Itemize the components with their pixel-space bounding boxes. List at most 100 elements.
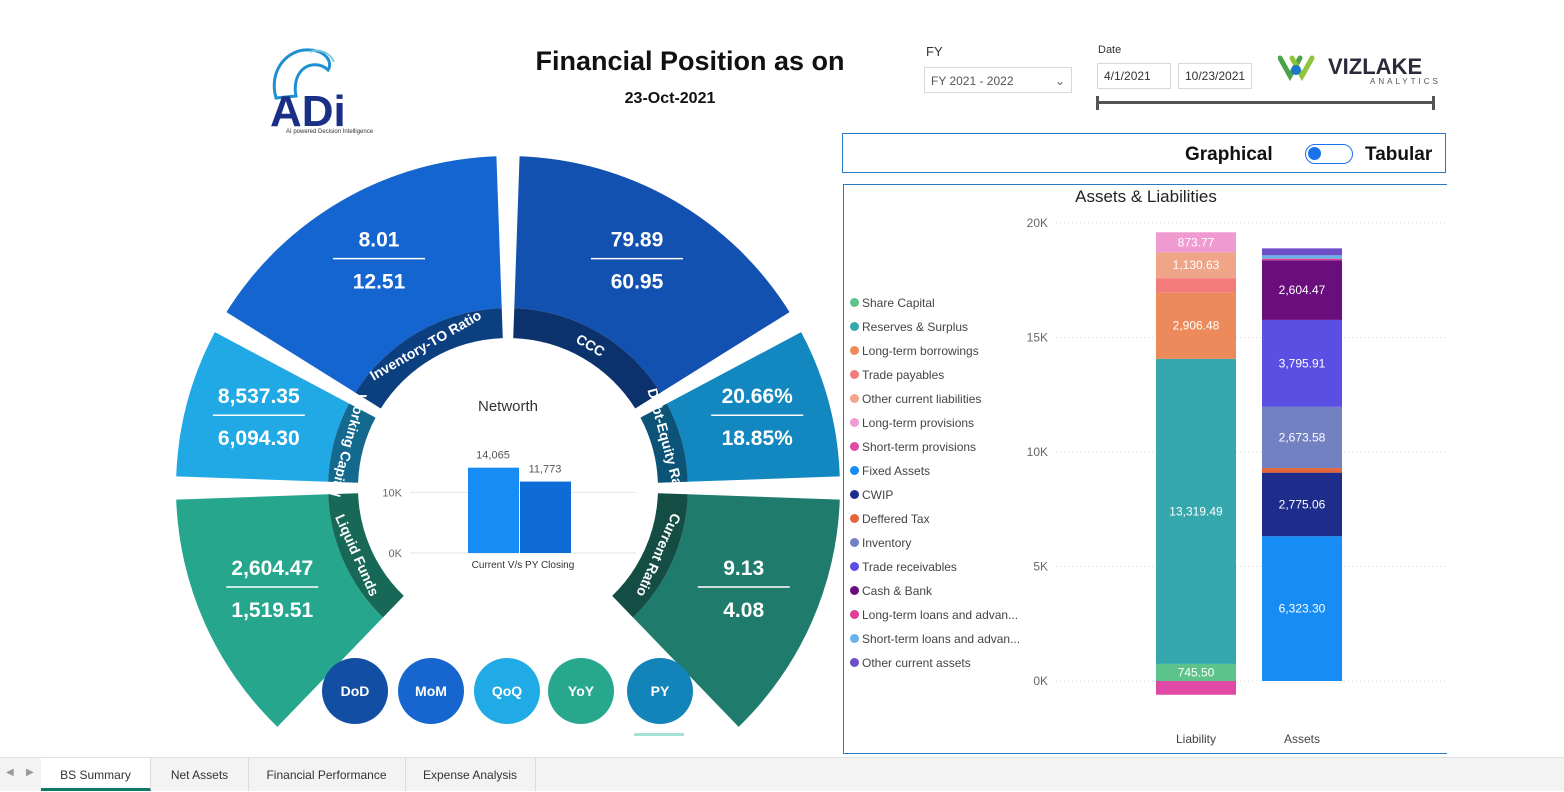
- bar-segment-assets-cwip[interactable]: [1262, 472, 1342, 537]
- y-tick-label: 15K: [1027, 331, 1048, 345]
- tab-bs-summary[interactable]: BS Summary: [41, 758, 151, 791]
- period-button-dod[interactable]: DoD: [322, 658, 388, 724]
- kpi-segment-inventory-to-ratio[interactable]: [226, 156, 502, 393]
- legend-label: Short-term loans and advan...: [862, 632, 1021, 646]
- legend-item-reserves-surplus[interactable]: Reserves & Surplus: [850, 320, 1020, 344]
- legend-marker: [850, 322, 859, 332]
- kpi-previous-value: 60.95: [611, 271, 664, 294]
- page-tabs-bar: ◀ ▶ BS Summary Net Assets Financial Perfor…: [0, 757, 1564, 791]
- period-button-mom[interactable]: MoM: [398, 658, 464, 724]
- legend-marker: [850, 538, 859, 548]
- legend-marker: [850, 298, 859, 308]
- bar-segment-assets-other-current-assets[interactable]: [1262, 248, 1342, 256]
- legend-item-long-term-loans-and-advan[interactable]: Long-term loans and advan...: [850, 608, 1020, 632]
- legend-item-trade-payables[interactable]: Trade payables: [850, 368, 1020, 392]
- kpi-previous-value: 1,519.51: [231, 599, 313, 622]
- bar-data-label: 6,323.30: [1279, 602, 1326, 616]
- networth-bar-current[interactable]: [468, 467, 519, 553]
- legend-item-other-current-liabilities[interactable]: Other current liabilities: [850, 392, 1020, 416]
- legend-item-short-term-provisions[interactable]: Short-term provisions: [850, 440, 1020, 464]
- period-button-py[interactable]: PY: [627, 658, 693, 724]
- bar-segment-liability-long-term-provisions[interactable]: [1156, 232, 1236, 253]
- networth-tick-label: 10K: [382, 487, 402, 499]
- fy-label: FY: [926, 44, 943, 59]
- bar-segment-liability-other-current-liabilities[interactable]: [1156, 252, 1236, 279]
- bar-segment-liability-trade-payables[interactable]: [1156, 278, 1236, 293]
- legend-label: Deffered Tax: [862, 512, 930, 526]
- kpi-current-value: 9.13: [723, 557, 764, 580]
- legend-marker: [850, 562, 859, 572]
- kpi-current-value: 8.01: [359, 229, 400, 252]
- toggle-knob: [1308, 147, 1321, 160]
- legend-item-long-term-borrowings[interactable]: Long-term borrowings: [850, 344, 1020, 368]
- bar-segment-liability-share-capital[interactable]: [1156, 663, 1236, 681]
- bar-segment-assets-deffered-tax[interactable]: [1262, 468, 1342, 473]
- legend-marker: [850, 490, 859, 500]
- kpi-segment-ccc[interactable]: [514, 156, 790, 393]
- fy-dropdown[interactable]: FY 2021 - 2022 ⌄: [924, 67, 1072, 93]
- tab-financial-performance[interactable]: Financial Performance: [248, 758, 406, 791]
- as-of-date: 23-Oct-2021: [624, 90, 716, 107]
- page-title: Financial Position as on: [535, 46, 845, 76]
- legend-item-fixed-assets[interactable]: Fixed Assets: [850, 464, 1020, 488]
- legend-item-inventory[interactable]: Inventory: [850, 536, 1020, 560]
- legend-item-cash-bank[interactable]: Cash & Bank: [850, 584, 1020, 608]
- bar-segment-assets-long-term-loans-and-advan[interactable]: [1262, 258, 1342, 261]
- chevron-down-icon: ⌄: [1054, 74, 1065, 88]
- bar-segment-liability-short-term-provisions[interactable]: [1156, 681, 1236, 695]
- tab-expense-analysis[interactable]: Expense Analysis: [405, 758, 536, 791]
- date-end-input[interactable]: 10/23/2021: [1178, 63, 1252, 89]
- legend-label: Reserves & Surplus: [862, 320, 969, 334]
- bar-segment-liability-reserves-surplus[interactable]: [1156, 358, 1236, 664]
- bar-data-label: 2,604.47: [1279, 283, 1326, 297]
- view-toggle-panel: Graphical Tabular: [842, 133, 1446, 173]
- networth-bar-previous[interactable]: [520, 481, 571, 553]
- date-label: Date: [1098, 44, 1122, 56]
- view-toggle-switch[interactable]: [1305, 144, 1353, 164]
- kpi-segment-debt-equity-ratio[interactable]: [666, 332, 840, 482]
- kpi-segment-working-capital[interactable]: [176, 332, 350, 482]
- py-selected-indicator: [634, 733, 684, 736]
- legend-item-share-capital[interactable]: Share Capital: [850, 296, 1020, 320]
- legend-marker: [850, 586, 859, 596]
- bar-data-label: 2,673.58: [1279, 430, 1326, 444]
- y-tick-label: 10K: [1027, 445, 1048, 459]
- tab-scroll-right-icon[interactable]: ▶: [26, 767, 34, 778]
- legend-marker: [850, 466, 859, 476]
- kpi-current-value: 79.89: [611, 229, 664, 252]
- y-tick-label: 5K: [1033, 560, 1048, 574]
- date-start-input[interactable]: 4/1/2021: [1097, 63, 1171, 89]
- date-range-slider[interactable]: [1098, 101, 1434, 104]
- date-slider-handle-end[interactable]: [1432, 96, 1435, 110]
- kpi-current-value: 2,604.47: [231, 557, 313, 580]
- legend-item-short-term-loans-and-advan[interactable]: Short-term loans and advan...: [850, 632, 1020, 656]
- bar-data-label: 2,906.48: [1173, 319, 1220, 333]
- kpi-previous-value: 18.85%: [722, 427, 794, 450]
- bar-segment-assets-inventory[interactable]: [1262, 406, 1342, 469]
- tab-scroll-left-icon[interactable]: ◀: [6, 767, 14, 778]
- bar-segment-assets-fixed-assets[interactable]: [1262, 536, 1342, 681]
- legend-label: Long-term borrowings: [862, 344, 979, 358]
- adi-logo-text: ADi: [270, 87, 346, 136]
- x-category-label: Assets: [1284, 732, 1320, 746]
- networth-svg: 10K 0K 14,065 11,773 Current V/s PY Closing: [382, 450, 636, 571]
- legend-item-other-current-assets[interactable]: Other current assets: [850, 656, 1020, 680]
- bar-segment-assets-short-term-loans-and-advan[interactable]: [1262, 255, 1342, 259]
- legend-item-cwip[interactable]: CWIP: [850, 488, 1020, 512]
- bar-segment-liability-long-term-borrowings[interactable]: [1156, 292, 1236, 359]
- legend-label: Long-term provisions: [862, 416, 975, 430]
- date-slider-handle-start[interactable]: [1096, 96, 1099, 110]
- bar-segment-assets-trade-receivables[interactable]: [1262, 319, 1342, 407]
- legend-item-trade-receivables[interactable]: Trade receivables: [850, 560, 1020, 584]
- period-button-qoq[interactable]: QoQ: [474, 658, 540, 724]
- adi-logo: ADi AI powered Decision Intelligence: [258, 40, 393, 140]
- legend-item-long-term-provisions[interactable]: Long-term provisions: [850, 416, 1020, 440]
- bar-segment-assets-cash-bank[interactable]: [1262, 260, 1342, 320]
- kpi-label-band: [612, 493, 688, 618]
- tab-net-assets[interactable]: Net Assets: [151, 758, 249, 791]
- kpi-previous-value: 4.08: [723, 599, 764, 622]
- period-button-yoy[interactable]: YoY: [548, 658, 614, 724]
- legend-label: Fixed Assets: [862, 464, 931, 478]
- legend-item-deffered-tax[interactable]: Deffered Tax: [850, 512, 1020, 536]
- legend-label: Share Capital: [862, 296, 935, 310]
